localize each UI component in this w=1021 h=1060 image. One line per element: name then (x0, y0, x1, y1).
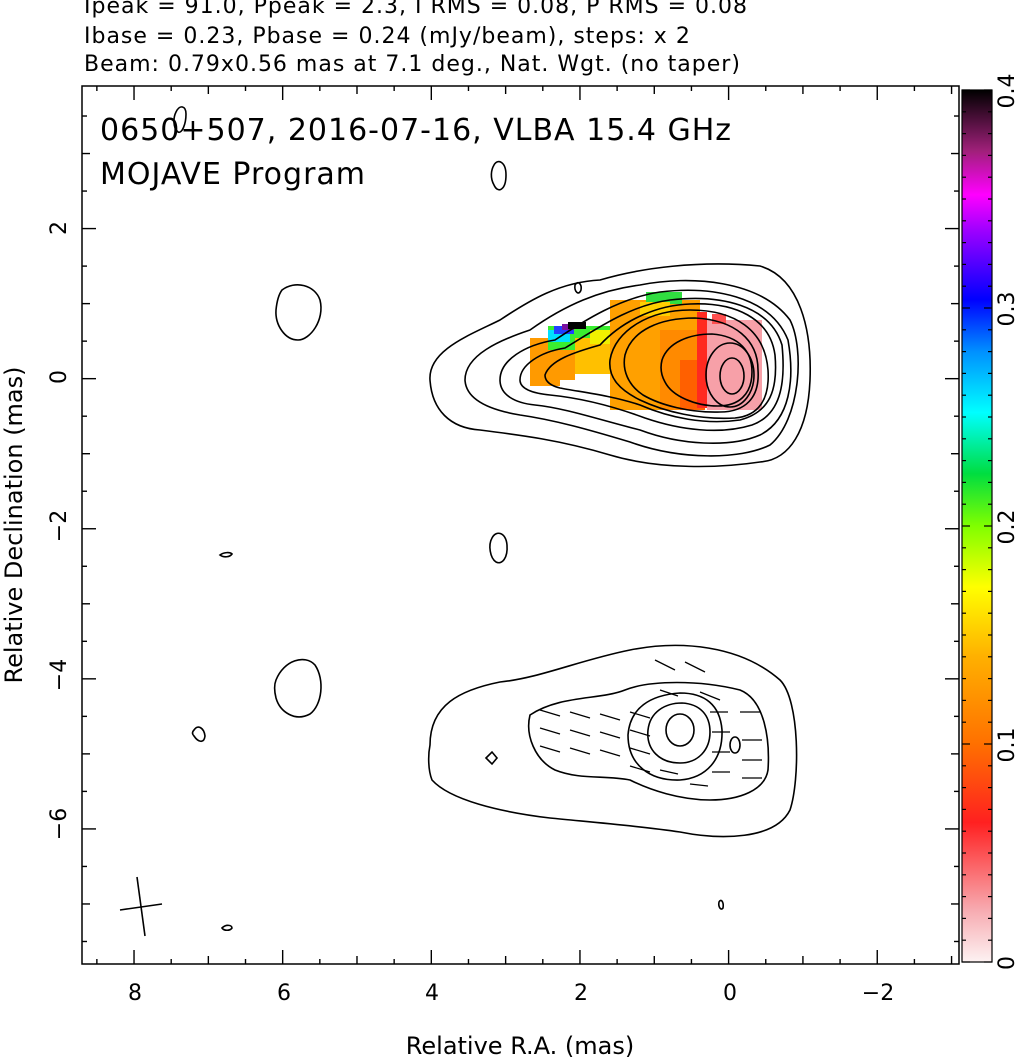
colorbar-ticks (962, 89, 992, 963)
evpa-vectors (539, 659, 762, 787)
x-tick-label: 6 (277, 981, 291, 1006)
x-tick-label: 2 (574, 981, 588, 1006)
colorbar-tick-label: 0.4 (995, 74, 1020, 109)
x-axis-label: Relative R.A. (mas) (406, 1032, 634, 1060)
header-line-3: Beam: 0.79x0.56 mas at 7.1 deg., Nat. Wg… (84, 52, 741, 77)
y-axis-label: Relative Declination (mas) (0, 366, 28, 683)
y-tick-label: −4 (47, 659, 72, 691)
y-tick-label: −6 (47, 808, 72, 840)
y-axis-ticks (82, 115, 959, 943)
intensity-contours-upper (173, 106, 812, 932)
colorbar-tick-label: 0.1 (995, 728, 1020, 763)
plot-frame (81, 85, 960, 965)
intensity-contours-lower (191, 644, 798, 838)
x-axis-ticks (96, 86, 953, 964)
x-tick-label: 0 (723, 981, 737, 1006)
colorbar-tick-label: 0.3 (995, 292, 1020, 327)
x-tick-label: −2 (862, 981, 894, 1006)
beam-cross (119, 876, 163, 937)
plot-title: 0650+507, 2016-07-16, VLBA 15.4 GHz (100, 113, 732, 148)
x-tick-label: 4 (425, 981, 439, 1006)
colorbar-tick-label: 0 (995, 956, 1020, 970)
plot-subtitle: MOJAVE Program (100, 157, 366, 192)
header-line-2: Ibase = 0.23, Pbase = 0.24 (mJy/beam), s… (84, 24, 691, 49)
y-tick-label: 2 (47, 221, 72, 235)
header-line-1: Ipeak = 91.0, Ppeak = 2.3, I RMS = 0.08,… (84, 0, 748, 19)
x-tick-label: 8 (128, 981, 142, 1006)
y-tick-label: 0 (47, 370, 72, 384)
colorbar-tick-label: 0.2 (995, 510, 1020, 545)
y-tick-label: −2 (47, 510, 72, 542)
